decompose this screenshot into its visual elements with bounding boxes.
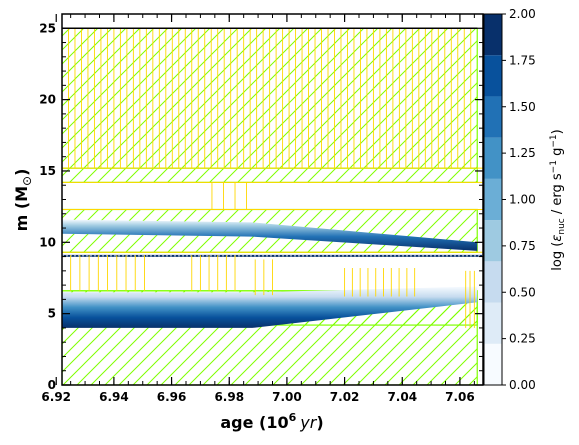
- colorbar-swatch: [484, 55, 502, 97]
- x-tick-label: 6.92: [41, 390, 71, 404]
- colorbar-tick-label: 2.00: [509, 7, 536, 21]
- x-axis-title: age (106 yr): [220, 411, 323, 432]
- y-tick-label: 15: [39, 164, 56, 178]
- colorbar-tick-label: 0.00: [509, 378, 536, 392]
- colorbar-tick-label: 0.75: [509, 239, 536, 253]
- colorbar-swatch: [484, 220, 502, 262]
- y-tick-label: 10: [39, 235, 56, 249]
- colorbar-tick-label: 1.25: [509, 146, 536, 160]
- x-tick-label: 6.98: [214, 390, 244, 404]
- x-tick-label: 6.96: [157, 390, 187, 404]
- colorbar-title: log (εnuc / erg s−1 g−1): [549, 129, 567, 270]
- y-axis-title: m (M⊙): [12, 169, 34, 232]
- colorbar-swatch: [484, 343, 502, 385]
- x-tick-label: 6.94: [99, 390, 129, 404]
- colorbar-tick-label: 1.50: [509, 100, 536, 114]
- overshoot-region-upper-shell: [62, 167, 478, 183]
- yellow-boundaries: [62, 28, 483, 328]
- colorbar: 0.00 0.25 0.50 0.75 1.00 1.25 1.50 1.75 2.00: [483, 7, 536, 392]
- x-tick-label: 7.06: [445, 390, 475, 404]
- x-tick-label: 7.00: [272, 390, 302, 404]
- burning-shell-upper-burning-band: [62, 219, 478, 251]
- burning-shell-lower-burning-band: [62, 286, 478, 328]
- colorbar-tick-label: 0.50: [509, 285, 536, 299]
- y-axis: 0 5 10 15 20 25: [39, 21, 483, 392]
- colorbar-tick-label: 1.75: [509, 53, 536, 67]
- colorbar-swatch: [484, 261, 502, 303]
- y-tick-label: 0: [48, 378, 56, 392]
- colorbar-swatch: [484, 178, 502, 221]
- x-tick-label: 7.04: [387, 390, 417, 404]
- colorbar-swatch: [484, 14, 502, 56]
- x-axis: 6.92 6.94 6.96 6.98 7.00 7.02 7.04 7.06: [41, 14, 475, 404]
- y-tick-label: 5: [48, 307, 56, 321]
- plot-area: [62, 27, 483, 385]
- y-tick-label: 25: [39, 21, 56, 35]
- y-tick-label: 20: [39, 93, 56, 107]
- x-tick-label: 7.02: [330, 390, 360, 404]
- colorbar-swatch: [484, 137, 502, 179]
- colorbar-swatch: [484, 96, 502, 138]
- colorbar-swatch: [484, 302, 502, 344]
- colorbar-tick-label: 0.25: [509, 332, 536, 346]
- colorbar-tick-label: 1.00: [509, 193, 536, 207]
